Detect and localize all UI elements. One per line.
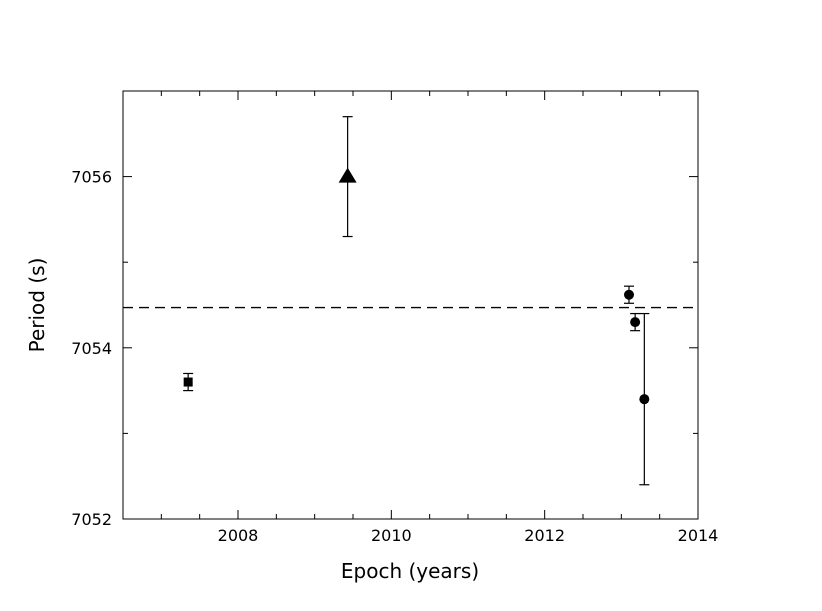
square-marker: [183, 377, 193, 387]
data-points: [183, 116, 650, 486]
y-tick-label-1: 7054: [71, 339, 112, 358]
axis-ticks: [122, 90, 699, 520]
data-point-triangle-0: [338, 116, 357, 238]
x-tick-label-2: 2012: [524, 526, 565, 545]
data-point-circle-0: [624, 285, 634, 304]
x-axis-label: Epoch (years): [341, 559, 479, 583]
plot-frame: [122, 90, 699, 520]
data-point-circle-1: [630, 312, 641, 332]
circle-marker: [624, 289, 634, 300]
y-tick-labels: 7052 7054 7056: [71, 168, 112, 529]
y-tick-label-0: 7052: [71, 510, 112, 529]
data-point-circle-2: [639, 312, 650, 486]
circle-marker: [630, 317, 641, 328]
x-tick-label-1: 2010: [371, 526, 412, 545]
y-tick-label-2: 7056: [71, 168, 112, 187]
triangle-marker: [338, 167, 357, 183]
x-tick-label-0: 2008: [218, 526, 259, 545]
x-tick-label-3: 2014: [678, 526, 719, 545]
y-axis-label: Period (s): [25, 258, 49, 353]
x-tick-labels: 2008 2010 2012 2014: [218, 526, 719, 545]
circle-marker: [639, 394, 650, 405]
data-point-square-0: [183, 372, 194, 392]
